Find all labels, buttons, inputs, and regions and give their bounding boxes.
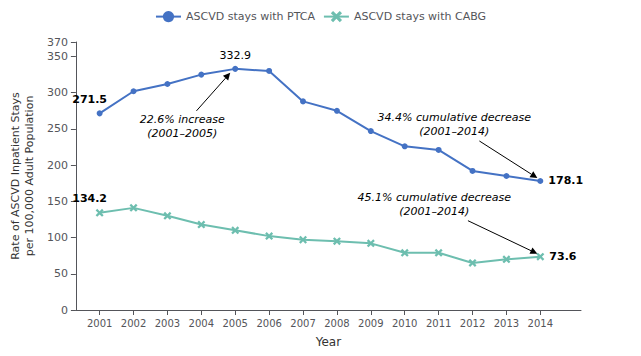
svg-text:34.4% cumulative decrease: 34.4% cumulative decrease	[378, 111, 532, 124]
svg-text:per 100,000 Adult Population: per 100,000 Adult Population	[23, 96, 36, 257]
svg-text:271.5: 271.5	[72, 93, 107, 106]
svg-text:73.6: 73.6	[549, 250, 576, 263]
svg-text:(2001–2005): (2001–2005)	[147, 127, 217, 140]
svg-text:300: 300	[47, 86, 68, 99]
svg-text:2012: 2012	[460, 318, 485, 329]
svg-text:150: 150	[47, 195, 68, 208]
svg-text:Year: Year	[315, 335, 341, 349]
svg-text:200: 200	[47, 159, 68, 172]
svg-text:178.1: 178.1	[548, 174, 583, 187]
svg-text:2007: 2007	[290, 318, 315, 329]
svg-text:0: 0	[61, 304, 68, 317]
svg-text:2005: 2005	[222, 318, 247, 329]
svg-text:2008: 2008	[324, 318, 349, 329]
svg-text:350: 350	[47, 50, 68, 63]
svg-text:22.6% increase: 22.6% increase	[140, 113, 225, 126]
svg-text:134.2: 134.2	[72, 192, 107, 205]
svg-text:2003: 2003	[155, 318, 180, 329]
svg-text:370: 370	[47, 36, 68, 49]
svg-text:2010: 2010	[392, 318, 417, 329]
svg-text:250: 250	[47, 122, 68, 135]
svg-text:2002: 2002	[121, 318, 146, 329]
svg-text:50: 50	[54, 267, 68, 280]
svg-text:Rate of ASCVD Inpatient Stays: Rate of ASCVD Inpatient Stays	[9, 92, 22, 260]
svg-text:2013: 2013	[494, 318, 519, 329]
svg-text:2001: 2001	[87, 318, 112, 329]
svg-text:2006: 2006	[256, 318, 281, 329]
svg-text:(2001–2014): (2001–2014)	[419, 125, 489, 138]
svg-text:ASCVD stays with PTCA: ASCVD stays with PTCA	[186, 10, 315, 23]
svg-text:2009: 2009	[358, 318, 383, 329]
svg-text:2014: 2014	[528, 318, 553, 329]
svg-text:45.1% cumulative decrease: 45.1% cumulative decrease	[358, 191, 512, 204]
svg-text:100: 100	[47, 231, 68, 244]
svg-text:(2001–2014): (2001–2014)	[399, 205, 469, 218]
svg-text:332.9: 332.9	[219, 49, 251, 62]
svg-text:2004: 2004	[189, 318, 214, 329]
svg-text:2011: 2011	[426, 318, 451, 329]
svg-text:ASCVD stays with CABG: ASCVD stays with CABG	[354, 10, 486, 23]
